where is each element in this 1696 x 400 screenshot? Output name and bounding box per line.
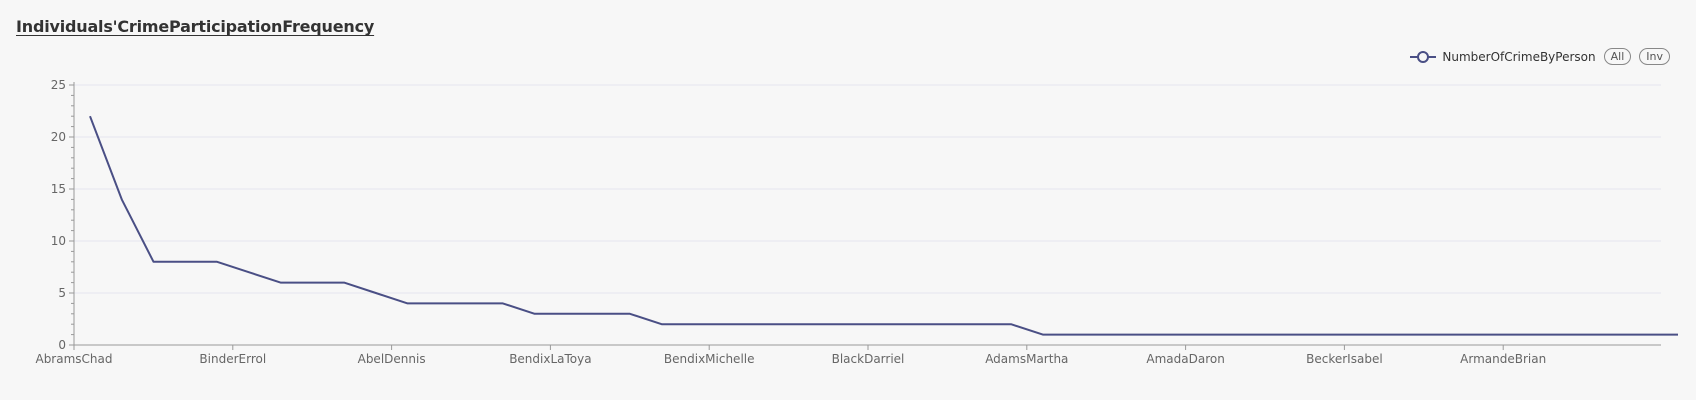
data-point: [341, 280, 347, 286]
x-tick-label: AmadaDaron: [1146, 352, 1224, 366]
data-point: [754, 321, 760, 327]
x-tick-label: AbramsChad: [35, 352, 112, 366]
data-point: [659, 321, 665, 327]
data-point: [1580, 332, 1586, 338]
data-point: [246, 269, 252, 275]
data-point: [1040, 332, 1046, 338]
x-tick-label: BendixMichelle: [664, 352, 755, 366]
data-point: [1516, 332, 1522, 338]
data-point: [1389, 332, 1395, 338]
data-point: [500, 300, 506, 306]
chart-title: Individuals'CrimeParticipationFrequency: [16, 17, 375, 36]
y-tick-label: 15: [51, 182, 66, 196]
data-point: [468, 300, 474, 306]
legend-line-marker-icon: [1410, 50, 1437, 63]
legend-inv-button[interactable]: Inv: [1639, 48, 1670, 65]
data-point: [436, 300, 442, 306]
data-point: [690, 321, 696, 327]
y-tick-label: 10: [51, 234, 66, 248]
data-point: [1357, 332, 1363, 338]
data-point: [849, 321, 855, 327]
y-tick-label: 0: [58, 338, 66, 352]
data-point: [945, 321, 951, 327]
x-tick-label: BeckerIsabel: [1306, 352, 1383, 366]
data-point: [373, 290, 379, 296]
data-point: [532, 311, 538, 317]
x-tick-label: BendixLaToya: [509, 352, 591, 366]
data-point: [976, 321, 982, 327]
data-point: [563, 311, 569, 317]
legend-all-button[interactable]: All: [1603, 48, 1632, 65]
x-tick-label: BlackDarriel: [832, 352, 905, 366]
data-point: [151, 259, 157, 265]
legend: NumberOfCrimeByPerson All Inv: [1410, 48, 1670, 65]
data-point: [182, 259, 188, 265]
data-point: [786, 321, 792, 327]
data-point: [1643, 332, 1649, 338]
series-line: [89, 115, 1678, 336]
data-point: [817, 321, 823, 327]
data-point: [1484, 332, 1490, 338]
data-point: [214, 259, 220, 265]
data-point: [881, 321, 887, 327]
data-point: [722, 321, 728, 327]
legend-series-label: NumberOfCrimeByPerson: [1442, 49, 1596, 64]
y-tick-label: 25: [51, 78, 66, 92]
data-point: [1453, 332, 1459, 338]
data-point: [87, 113, 93, 119]
x-tick-label: AdamsMartha: [985, 352, 1068, 366]
data-point: [1072, 332, 1078, 338]
x-tick-label: ArmandeBrian: [1460, 352, 1546, 366]
data-point: [309, 280, 315, 286]
data-point: [1008, 321, 1014, 327]
data-point: [1294, 332, 1300, 338]
data-point: [1548, 332, 1554, 338]
data-point: [1135, 332, 1141, 338]
data-point: [1675, 332, 1681, 338]
data-point: [119, 196, 125, 202]
data-point: [405, 300, 411, 306]
data-point: [1199, 332, 1205, 338]
y-tick-label: 5: [58, 286, 66, 300]
data-point: [1421, 332, 1427, 338]
data-point: [1167, 332, 1173, 338]
data-point: [595, 311, 601, 317]
data-point: [1262, 332, 1268, 338]
x-tick-label: AbelDennis: [358, 352, 426, 366]
data-point: [1326, 332, 1332, 338]
y-tick-label: 20: [51, 130, 66, 144]
x-tick-label: BinderErrol: [199, 352, 266, 366]
data-point: [913, 321, 919, 327]
legend-item-series[interactable]: NumberOfCrimeByPerson: [1410, 49, 1596, 64]
data-point: [1230, 332, 1236, 338]
data-point: [1103, 332, 1109, 338]
data-point: [278, 280, 284, 286]
data-point: [1611, 332, 1617, 338]
data-point: [627, 311, 633, 317]
